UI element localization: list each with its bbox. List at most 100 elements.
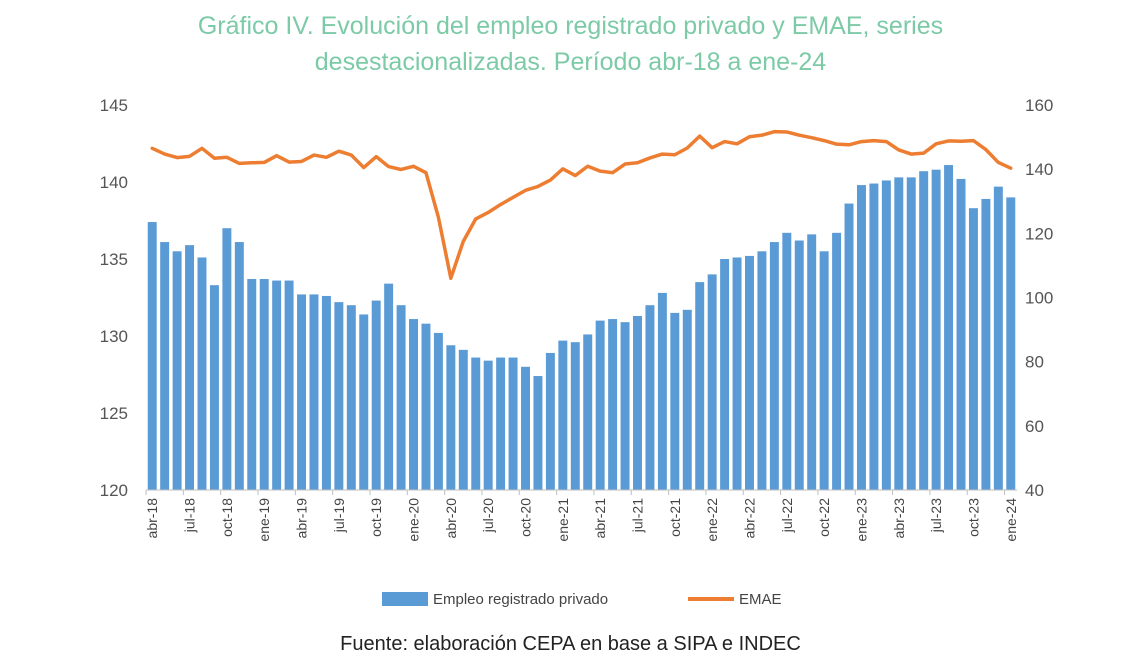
y-right-tick-label: 160 <box>1025 96 1053 115</box>
x-tick-label: abr-21 <box>592 498 608 539</box>
bar-empleo <box>956 178 966 491</box>
bar-empleo <box>384 283 394 490</box>
y-right-tick-label: 100 <box>1025 289 1053 308</box>
bar-empleo <box>533 376 543 490</box>
chart-plot: 120 125 130 135 140 145 40 60 80 100 120 140 160 abr-… <box>100 96 1054 608</box>
y-right-tick-label: 60 <box>1025 417 1044 436</box>
bar-empleo <box>508 357 518 490</box>
bar-empleo <box>894 177 904 490</box>
x-tick-label: jul-18 <box>182 498 198 533</box>
x-tick-label: jul-19 <box>331 498 347 533</box>
x-tick-label: jul-20 <box>480 498 496 533</box>
x-tick-label: abr-20 <box>443 498 459 539</box>
labels-layer: 120 125 130 135 140 145 40 60 80 100 120 140 160 abr-… <box>100 96 1054 542</box>
x-tick-label: ene-20 <box>406 498 422 542</box>
bar-empleo <box>371 300 381 490</box>
bar-empleo <box>757 251 767 490</box>
bar-empleo <box>745 255 754 490</box>
bar-empleo <box>981 198 991 490</box>
bar-empleo <box>247 279 257 490</box>
x-tick-label: oct-21 <box>667 498 683 537</box>
bar-empleo <box>471 357 481 490</box>
bar-empleo <box>496 357 506 490</box>
bar-empleo <box>185 245 195 490</box>
x-tick-label: abr-18 <box>144 498 160 539</box>
bar-empleo <box>521 366 530 490</box>
y-left-tick-label: 125 <box>100 404 128 423</box>
bar-empleo <box>695 282 705 490</box>
x-tick-label: jul-23 <box>928 498 944 533</box>
bar-empleo <box>458 349 468 490</box>
x-tick-label: ene-24 <box>1003 498 1019 542</box>
x-tick-label: abr-19 <box>294 498 310 539</box>
chart-title: Gráfico IV. Evolución del empleo registr… <box>0 8 1141 80</box>
y-left-tick-label: 140 <box>100 173 128 192</box>
bar-empleo <box>906 177 916 490</box>
bar-empleo <box>944 165 954 490</box>
x-tick-label: ene-23 <box>853 498 869 542</box>
x-tick-label: oct-20 <box>518 498 534 537</box>
bar-empleo <box>657 292 667 490</box>
bar-empleo <box>396 305 406 490</box>
bar-empleo <box>545 352 555 490</box>
bar-empleo <box>869 183 879 491</box>
bars-layer <box>147 165 1016 491</box>
bar-empleo <box>172 251 182 490</box>
y-left-tick-label: 130 <box>100 327 128 346</box>
y-left-tick-label: 145 <box>100 96 128 115</box>
bar-empleo <box>583 334 593 490</box>
bar-empleo <box>720 259 730 490</box>
x-tick-label: oct-23 <box>965 498 981 537</box>
bar-empleo <box>633 315 642 490</box>
x-tick-label: jul-22 <box>779 498 795 533</box>
bar-empleo <box>794 240 804 490</box>
bar-empleo <box>993 186 1003 490</box>
bar-empleo <box>321 295 331 490</box>
x-tick-label: oct-18 <box>219 498 235 537</box>
bar-empleo <box>346 305 356 490</box>
line-emae <box>150 129 1013 280</box>
bar-empleo <box>968 208 978 490</box>
bar-empleo <box>832 232 842 490</box>
bar-empleo <box>284 280 294 490</box>
bar-empleo <box>147 222 157 491</box>
bar-empleo <box>819 251 829 490</box>
bar-empleo <box>620 322 630 490</box>
bar-empleo <box>259 279 269 490</box>
chart-title-line-1: Gráfico IV. Evolución del empleo registr… <box>197 12 944 40</box>
bar-empleo <box>769 242 779 490</box>
bar-empleo <box>234 242 244 490</box>
bar-empleo <box>856 185 866 490</box>
bar-empleo <box>409 319 418 490</box>
x-tick-label: ene-22 <box>704 498 720 542</box>
x-tick-label: ene-19 <box>256 498 272 542</box>
bar-empleo <box>844 203 854 490</box>
bar-empleo <box>608 319 618 490</box>
bar-empleo <box>197 257 207 490</box>
bar-empleo <box>359 314 369 490</box>
bar-empleo <box>782 232 792 490</box>
bar-empleo <box>446 345 456 490</box>
bar-empleo <box>570 342 580 490</box>
y-right-tick-label: 40 <box>1025 481 1044 500</box>
bar-empleo <box>309 294 319 490</box>
bar-empleo <box>558 340 568 490</box>
x-tick-label: oct-19 <box>368 498 384 537</box>
bar-empleo <box>334 302 344 490</box>
line-layer <box>150 129 1013 280</box>
bar-empleo <box>670 312 680 490</box>
y-right-tick-label: 140 <box>1025 160 1053 179</box>
bar-empleo <box>682 309 692 490</box>
bar-empleo <box>707 274 717 490</box>
source-note: Fuente: elaboración CEPA en base a SIPA … <box>340 633 801 655</box>
bar-empleo <box>209 285 219 490</box>
bar-empleo <box>881 180 891 490</box>
bar-empleo <box>931 169 941 490</box>
legend-label-empleo: Empleo registrado privado <box>433 591 608 608</box>
bar-empleo <box>919 171 929 490</box>
bar-empleo <box>272 280 282 490</box>
axes-layer <box>145 489 1017 495</box>
y-left-tick-label: 135 <box>100 250 128 269</box>
bar-empleo <box>807 234 817 490</box>
x-tick-label: ene-21 <box>555 498 571 542</box>
